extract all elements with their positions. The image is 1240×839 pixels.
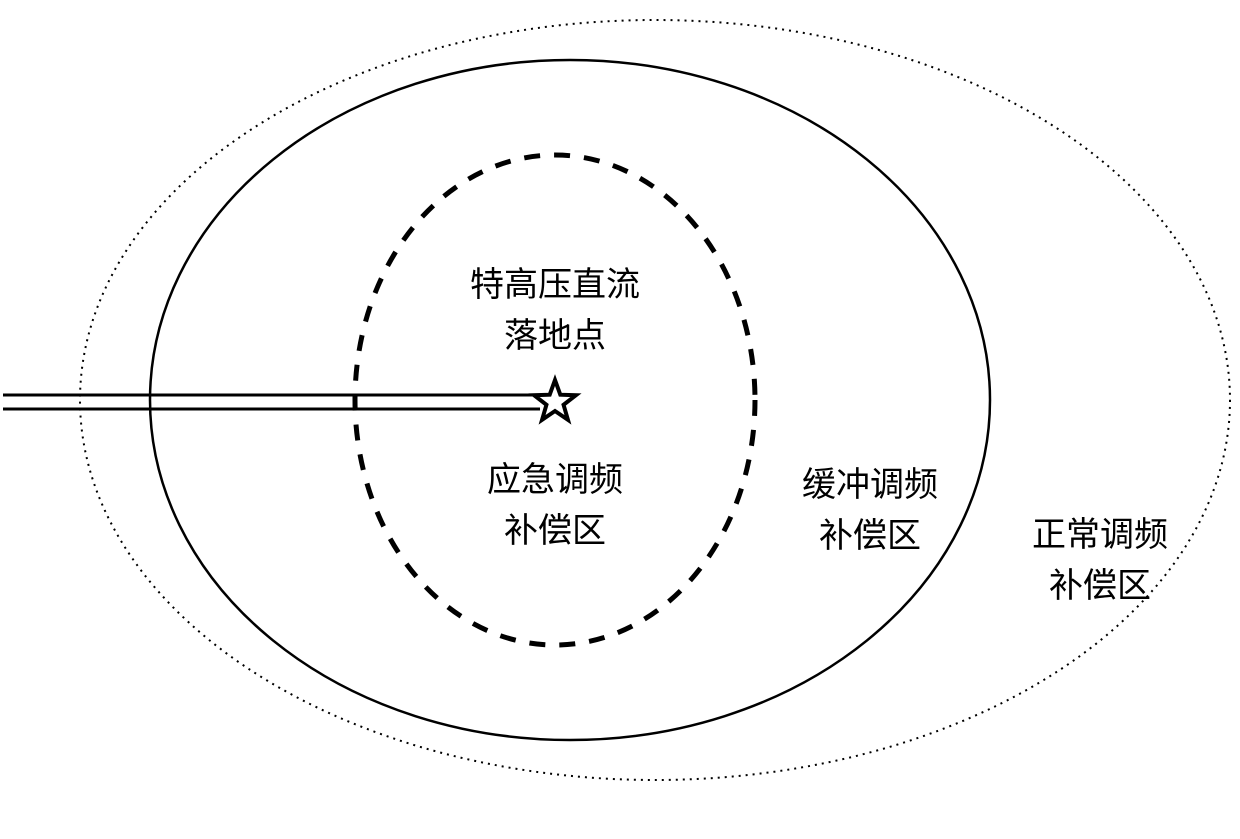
label-middle-zone-line2: 补偿区 (819, 518, 921, 555)
label-center-top-line2: 落地点 (504, 318, 606, 355)
label-center-bottom: 应急调频 补偿区 (455, 455, 655, 557)
star-icon (534, 380, 576, 420)
label-center-bottom-line2: 补偿区 (504, 513, 606, 550)
label-outer-zone-line2: 补偿区 (1049, 568, 1151, 605)
label-center-top-line1: 特高压直流 (470, 267, 640, 304)
label-outer-zone: 正常调频 补偿区 (1010, 510, 1190, 612)
label-middle-zone-line1: 缓冲调频 (802, 467, 938, 504)
label-middle-zone: 缓冲调频 补偿区 (780, 460, 960, 562)
label-outer-zone-line1: 正常调频 (1032, 517, 1168, 554)
diagram-svg (0, 0, 1240, 839)
label-center-top: 特高压直流 落地点 (455, 260, 655, 362)
label-center-bottom-line1: 应急调频 (487, 462, 623, 499)
outer-ellipse (80, 20, 1230, 780)
